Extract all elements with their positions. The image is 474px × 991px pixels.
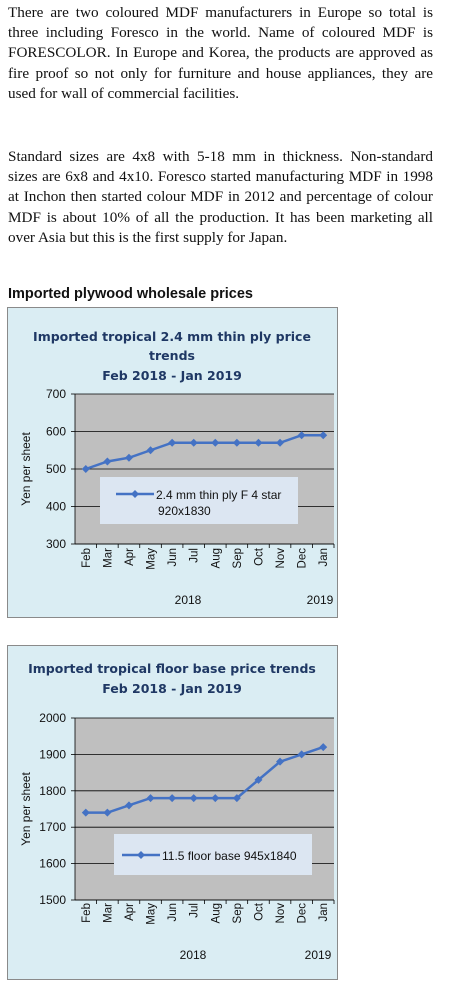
legend-label: 11.5 floor base 945x1840 [162,849,297,863]
chart-title-line: Imported tropical 2.4 mm thin ply price [33,329,311,344]
x-tick-label: Dec [297,903,309,924]
paragraph-coloured-mdf: There are two coloured MDF manufacturers… [8,4,433,102]
chart-title-line: Feb 2018 - Jan 2019 [102,368,242,383]
x-year-label: 2018 [175,593,202,607]
data-point [297,750,306,759]
floor-base-chart-svg: Imported tropical floor base price trend… [19,661,335,962]
x-tick-label: May [146,548,158,570]
x-tick-label: Jun [167,548,179,567]
data-point [297,431,306,440]
data-point [189,438,198,447]
x-tick-label: Apr [124,903,136,921]
data-point [124,453,133,462]
section-title: Imported plywood wholesale prices [8,286,253,302]
data-point [211,794,220,803]
y-tick-label: 400 [46,500,66,514]
floor-base-price-chart: Imported tropical floor base price trend… [7,645,338,980]
x-tick-label: Nov [275,548,287,569]
data-point [81,465,90,473]
y-tick-label: 2000 [39,711,66,725]
data-point [146,446,155,455]
legend-box [100,477,298,524]
x-tick-label: Nov [275,903,287,924]
x-year-label: 2019 [305,948,332,962]
data-point [189,794,198,803]
y-tick-label: 500 [46,462,66,476]
y-tick-label: 700 [46,387,66,401]
y-tick-label: 1800 [39,784,66,798]
data-point [168,794,177,803]
x-year-label: 2019 [307,593,334,607]
x-tick-label: Sep [232,548,244,568]
data-point [168,438,177,447]
x-tick-label: Mar [102,903,114,923]
chart-title-line: Feb 2018 - Jan 2019 [102,681,242,696]
series-line [85,434,324,471]
legend-label: 2.4 mm thin ply F 4 star [156,488,281,502]
y-tick-label: 1500 [39,893,66,907]
legend-marker [131,490,139,498]
data-point [146,794,155,803]
data-point [211,438,220,447]
thin-ply-chart-svg: Imported tropical 2.4 mm thin ply price t… [19,329,335,607]
x-tick-label: Apr [124,548,136,566]
data-point [319,431,328,440]
x-tick-label: Sep [232,903,244,923]
x-tick-label: Dec [297,548,309,569]
x-tick-label: Jan [318,548,330,567]
x-tick-label: Feb [81,548,93,568]
x-tick-label: Aug [210,548,222,568]
x-tick-label: Jun [167,903,179,922]
y-tick-label: 1700 [39,820,66,834]
data-point [232,438,241,447]
legend-marker [137,851,145,859]
data-point [81,808,90,817]
data-point [232,794,241,803]
data-point [124,801,133,810]
x-tick-label: Jul [189,903,201,918]
x-tick-label: Jan [318,903,330,922]
y-axis-label: Yen per sheet [19,432,33,506]
x-tick-label: Feb [81,903,93,923]
data-point [276,438,285,447]
data-point [319,743,328,752]
y-axis-label: Yen per sheet [19,772,33,846]
y-tick-label: 1600 [39,857,66,871]
chart-title-line: trends [149,348,195,363]
y-tick-label: 600 [46,425,66,439]
y-tick-label: 300 [46,537,66,551]
data-point [103,457,112,466]
data-point [276,757,285,766]
x-tick-label: Oct [253,902,265,921]
series-line [85,745,324,814]
thin-ply-price-chart: Imported tropical 2.4 mm thin ply price t… [7,307,338,618]
legend-label: 920x1830 [158,504,211,518]
y-tick-label: 1900 [39,747,66,761]
x-tick-label: Aug [210,903,222,923]
x-tick-label: Jul [189,548,201,563]
data-point [103,808,112,817]
paragraph-standard-sizes: Standard sizes are 4x8 with 5-18 mm in t… [8,148,433,246]
x-tick-label: May [146,903,158,925]
chart-title-line: Imported tropical floor base price trend… [28,661,316,676]
x-tick-label: Mar [102,548,114,568]
x-year-label: 2018 [180,948,207,962]
x-tick-label: Oct [253,547,265,566]
